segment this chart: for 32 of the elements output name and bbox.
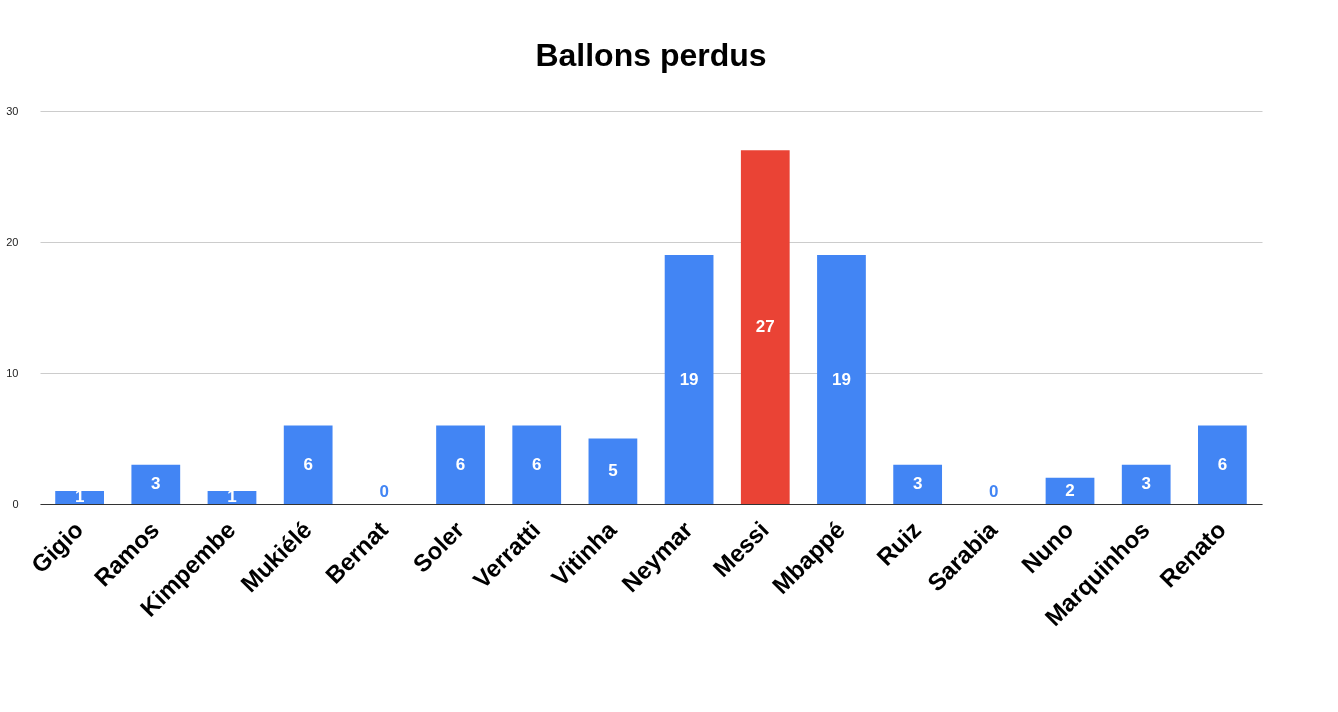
data-label: 3 [151,474,161,494]
bar [436,425,485,504]
data-label: 6 [303,454,313,474]
y-tick-label: 20 [6,235,19,248]
bar [1198,425,1247,504]
bar [664,255,714,504]
bar [131,464,181,504]
bar [817,255,866,504]
data-label: 6 [1217,454,1228,474]
data-label: 2 [1065,480,1075,500]
data-label: 6 [531,454,542,474]
data-label: 5 [608,461,618,481]
data-label: 3 [912,474,923,494]
data-label: 0 [379,482,390,501]
data-label: 6 [455,454,466,474]
data-label: 19 [832,369,851,389]
y-tick-label: 10 [6,366,19,379]
chart-title: Ballons perdus [535,37,767,73]
bar [588,438,638,504]
data-label: 0 [989,482,999,501]
bar [893,464,943,504]
y-tick-label: 0 [12,497,19,510]
bar [1121,464,1171,504]
y-tick-label: 30 [6,104,19,117]
data-label: 3 [1141,474,1151,494]
bar [1045,477,1095,504]
data-label: 27 [755,317,775,337]
bar [740,150,790,504]
bar [283,425,333,504]
data-label: 19 [679,369,699,389]
bar [512,425,562,504]
bar [55,490,104,504]
